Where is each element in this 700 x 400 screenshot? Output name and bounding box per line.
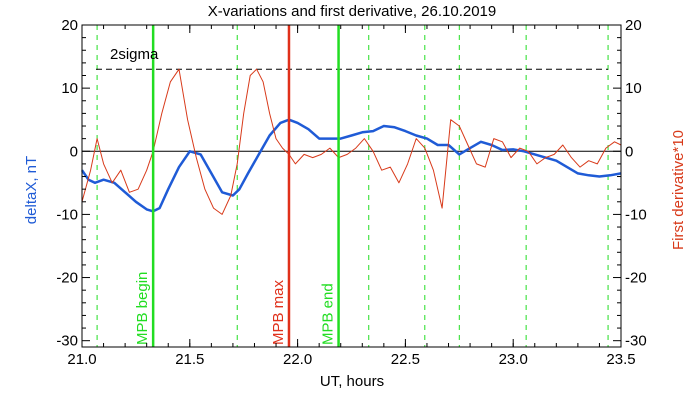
y-tick-label-right: 10 xyxy=(625,80,642,97)
y-tick-label-left: -20 xyxy=(56,270,78,287)
y-axis-label-left: deltaX, nT xyxy=(23,156,40,224)
chart-title: X-variations and first derivative, 26.10… xyxy=(208,3,497,20)
x-tick-label: 23.5 xyxy=(606,351,635,368)
y-tick-label-left: -10 xyxy=(56,206,78,223)
mpb-marker-label: MPB end xyxy=(320,283,337,345)
y-tick-label-right: -10 xyxy=(625,206,647,223)
y-axis-label-right: First derivative*10 xyxy=(670,130,687,250)
y-tick-label-right: -20 xyxy=(625,270,647,287)
plot-frame xyxy=(81,24,622,348)
x-axis-label: UT, hours xyxy=(320,373,384,390)
x-tick-label: 21.0 xyxy=(67,351,96,368)
y-tick-label-right: -30 xyxy=(625,333,647,350)
x-tick-label: 22.0 xyxy=(283,351,312,368)
threshold-label: 2sigma xyxy=(110,46,159,63)
y-tick-label-left: 20 xyxy=(61,17,78,34)
x-tick-label: 23.0 xyxy=(499,351,528,368)
series-line-deltax xyxy=(80,118,622,213)
y-tick-label-right: 0 xyxy=(625,143,633,160)
y-tick-label-left: 0 xyxy=(70,143,78,160)
y-tick-label-left: -30 xyxy=(56,333,78,350)
y-tick-label-right: 20 xyxy=(625,17,642,34)
x-tick-label: 21.5 xyxy=(175,351,204,368)
y-tick-label-left: 10 xyxy=(61,80,78,97)
mpb-marker-label: MPB begin xyxy=(134,272,151,345)
x-tick-label: 22.5 xyxy=(391,351,420,368)
mpb-marker-label: MPB max xyxy=(270,279,287,345)
